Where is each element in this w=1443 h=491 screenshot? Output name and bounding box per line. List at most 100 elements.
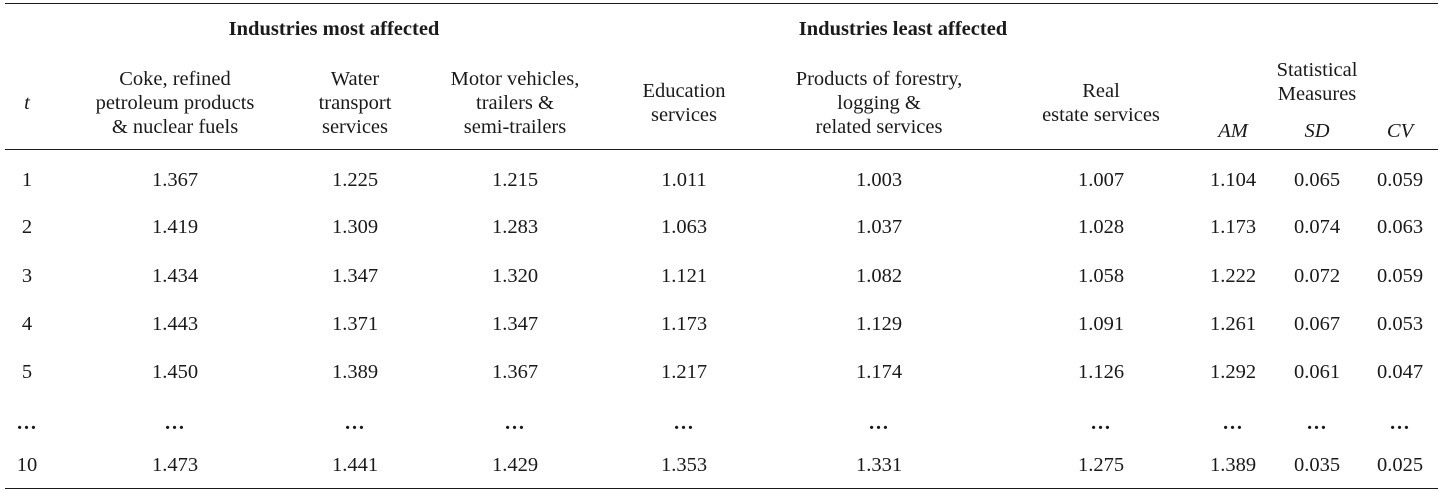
bottom-rule [5,488,1438,490]
cell-t: 10 [16,454,38,476]
cell-t: … [16,412,38,434]
cell-sd: 0.072 [1293,265,1341,287]
cell-cv: 0.047 [1376,361,1424,383]
cell-t: 1 [21,169,33,191]
cell-forestry: 1.174 [855,361,903,383]
column-header-realestate-line-2: estate services [1042,104,1160,126]
cell-real-estate: 1.091 [1077,313,1125,335]
column-header-water-line-1: Water [330,68,380,90]
cell-am: 1.292 [1209,361,1257,383]
cell-t: 5 [21,361,33,383]
cell-water-transport: … [344,412,366,434]
cell-motor-vehicles: 1.367 [491,361,539,383]
cell-sd: … [1306,412,1328,434]
column-header-real-estate: Real estate services [1042,79,1160,127]
cell-real-estate: 1.126 [1077,361,1125,383]
column-header-am: AM [1218,120,1248,142]
header-rule [5,149,1438,150]
cell-cv: 0.063 [1376,216,1424,238]
cell-motor-vehicles: 1.320 [491,265,539,287]
cell-sd: 0.035 [1293,454,1341,476]
cell-education: 1.217 [660,361,708,383]
column-header-forestry-line-3: related services [815,116,943,138]
column-header-cv: CV [1386,120,1414,142]
column-header-motor-vehicles: Motor vehicles, trailers & semi-trailers [451,67,580,139]
column-header-forestry-line-1: Products of forestry, [795,68,963,90]
cell-am: 1.389 [1209,454,1257,476]
cell-water-transport: 1.225 [331,169,379,191]
cell-forestry: 1.129 [855,313,903,335]
cell-sd: 0.074 [1293,216,1341,238]
cell-motor-vehicles: … [504,412,526,434]
cell-water-transport: 1.371 [331,313,379,335]
group-header-most-affected: Industries most affected [228,18,440,40]
cell-forestry: 1.082 [855,265,903,287]
group-header-least-affected: Industries least affected [798,18,1008,40]
cell-forestry: 1.003 [855,169,903,191]
cell-cv: 0.059 [1376,265,1424,287]
cell-cv: 0.053 [1376,313,1424,335]
column-header-motor-line-3: semi-trailers [463,116,567,138]
cell-coke: 1.450 [151,361,199,383]
column-header-stat-line-1: Statistical [1276,59,1358,81]
cell-am: 1.222 [1209,265,1257,287]
cell-coke: 1.434 [151,265,199,287]
cell-sd: 0.067 [1293,313,1341,335]
cell-motor-vehicles: 1.347 [491,313,539,335]
cell-water-transport: 1.347 [331,265,379,287]
cell-water-transport: 1.309 [331,216,379,238]
cell-t: 4 [21,313,33,335]
cell-forestry: 1.331 [855,454,903,476]
cell-motor-vehicles: 1.283 [491,216,539,238]
cell-t: 2 [21,216,33,238]
column-header-education-line-1: Education [642,80,726,102]
column-header-coke-line-3: & nuclear fuels [111,116,239,138]
top-rule [5,3,1438,5]
cell-education: … [673,412,695,434]
cell-cv: 0.025 [1376,454,1424,476]
column-header-realestate-line-1: Real [1082,80,1120,102]
column-header-motor-line-1: Motor vehicles, [450,68,580,90]
cell-coke: … [164,412,186,434]
cell-coke: 1.367 [151,169,199,191]
cell-motor-vehicles: 1.429 [491,454,539,476]
cell-real-estate: … [1090,412,1112,434]
cell-education: 1.011 [661,169,707,191]
cell-sd: 0.061 [1293,361,1341,383]
column-header-coke: Coke, refined petroleum products & nucle… [96,67,255,139]
column-header-education-line-2: services [650,104,718,126]
column-header-t: t [24,92,30,114]
cell-water-transport: 1.441 [331,454,379,476]
cell-t: 3 [21,265,33,287]
column-header-coke-line-2: petroleum products [95,92,255,114]
cell-cv: 0.059 [1376,169,1424,191]
column-header-motor-line-2: trailers & [475,92,554,114]
column-header-coke-line-1: Coke, refined [119,68,231,90]
column-header-water-line-3: services [321,116,389,138]
cell-am: 1.261 [1209,313,1257,335]
column-header-sd: SD [1304,120,1330,142]
column-header-education: Education services [642,79,725,127]
column-header-water-line-2: transport [318,92,392,114]
cell-real-estate: 1.007 [1077,169,1125,191]
cell-real-estate: 1.028 [1077,216,1125,238]
cell-education: 1.063 [660,216,708,238]
cell-am: 1.173 [1209,216,1257,238]
cell-coke: 1.419 [151,216,199,238]
column-header-forestry-line-2: logging & [837,92,921,114]
column-header-forestry: Products of forestry, logging & related … [796,67,963,139]
cell-am: 1.104 [1209,169,1257,191]
cell-real-estate: 1.275 [1077,454,1125,476]
column-header-water-transport: Water transport services [319,67,392,139]
cell-education: 1.121 [660,265,708,287]
column-header-stat-line-2: Measures [1277,83,1357,105]
cell-education: 1.173 [660,313,708,335]
cell-forestry: … [868,412,890,434]
cell-education: 1.353 [660,454,708,476]
cell-motor-vehicles: 1.215 [491,169,539,191]
cell-real-estate: 1.058 [1077,265,1125,287]
cell-coke: 1.473 [151,454,199,476]
cell-forestry: 1.037 [855,216,903,238]
cell-water-transport: 1.389 [331,361,379,383]
cell-cv: … [1389,412,1411,434]
